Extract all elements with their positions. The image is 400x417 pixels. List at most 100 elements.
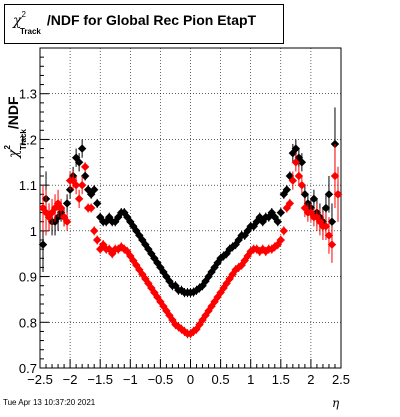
y-tick-label: 1.1 [19,178,37,193]
data-point [59,212,69,222]
data-point [186,329,195,338]
title-chi-sup: 2 [21,10,26,19]
data-point [309,194,319,204]
data-point [294,171,304,181]
y-axis-title-text: χ2 Track/NDF [3,96,28,159]
chart-title: χ2 Track/NDF for Global Rec Pion EtapT [13,10,257,36]
data-point [333,190,343,199]
data-point [321,222,331,231]
data-point [168,315,177,325]
data-point [62,217,72,226]
x-tick-label: 2.5 [332,372,350,387]
data-point [276,208,285,217]
data-point [258,244,267,254]
y-tick-label: 0.7 [19,361,37,376]
data-point [267,244,276,254]
data-point [327,240,337,249]
data-point [105,212,114,222]
data-point [288,176,298,185]
data-point [234,235,243,245]
data-point [270,212,279,222]
data-point [195,283,204,293]
data-point [77,180,87,190]
data-point [213,258,222,268]
data-series-layer [38,107,343,339]
x-tick-label: −1 [123,372,138,387]
data-point [177,286,186,295]
data-point [324,231,334,240]
data-point [138,270,147,279]
x-tick-label: −2 [63,372,78,387]
data-point [74,158,84,167]
data-point [89,185,99,194]
chart-title-box: χ2 Track/NDF for Global Rec Pion EtapT [4,4,284,44]
series-1 [38,144,343,339]
data-point [86,190,96,199]
data-point [285,199,295,208]
data-point [321,203,331,213]
data-point [44,212,54,222]
data-point [38,240,48,249]
data-point [327,217,337,226]
data-point [252,244,261,254]
title-chi-sub: Track [19,27,41,36]
axes: −2.5 −2 −1.5 −1 −0.5 0 0.5 1 1.5 2 2.5 0.7 0.8 0.9 1 1.… [19,47,350,387]
data-point [80,171,90,181]
title-text: /NDF for Global Rec Pion EtapT [46,12,257,28]
timestamp-footer: Tue Apr 13 10:37:20 2021 [3,398,96,407]
data-point [65,185,75,194]
data-point [291,144,301,153]
y-tick-label: 1.2 [19,132,37,147]
data-point [62,199,72,208]
data-point [297,158,307,167]
data-point [120,244,129,254]
data-point [291,158,301,167]
title-chi-symbol: χ [13,13,22,29]
data-point [324,190,334,199]
data-point [96,212,105,222]
data-point [330,171,340,181]
y-axis-chi-sup: 2 [3,145,12,150]
data-point [114,212,123,222]
y-axis-chi-sub: Track [19,129,28,150]
data-point [92,199,102,208]
data-point [38,203,48,213]
y-axis-title-rest: /NDF [5,96,21,129]
data-point [288,148,298,158]
data-point [138,235,147,245]
data-point [86,203,96,213]
x-tick-label: −1.5 [87,372,113,387]
y-tick-label: 0.9 [19,270,37,285]
data-point [276,235,285,245]
y-axis-chi-symbol: χ [6,148,22,159]
x-tick-label: −2.5 [27,372,53,387]
x-tick-label: 0 [187,372,194,387]
data-point [279,226,289,236]
data-point [71,180,81,190]
data-point [204,272,213,281]
data-point [117,242,126,252]
y-axis-title: χ2 Track/NDF [3,96,28,159]
data-point [204,306,213,316]
data-point [177,324,186,334]
data-point [92,235,102,245]
data-point [159,302,168,311]
data-point [195,320,204,329]
series-0 [38,107,343,298]
y-tick-label: 0.8 [19,315,37,330]
data-point [89,226,99,236]
data-point [56,203,66,213]
x-tick-label: 2 [307,372,314,387]
data-point [123,212,132,222]
x-tick-label: 1 [247,372,254,387]
data-point [50,203,60,213]
data-point [273,217,282,226]
data-point [80,162,90,172]
data-point [114,244,123,254]
data-point [159,267,168,277]
data-point [285,171,295,181]
data-point [243,226,252,236]
x-axis-title: η [332,396,340,410]
